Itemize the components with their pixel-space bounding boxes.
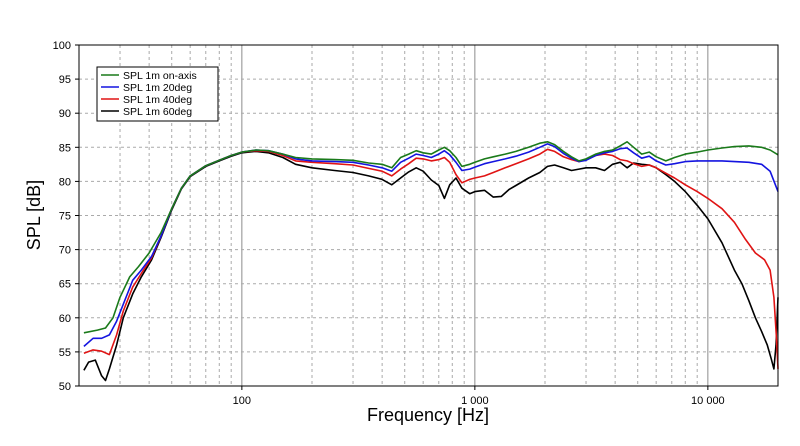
legend-label: SPL 1m on-axis [123, 70, 197, 82]
y-tick-label: 60 [59, 313, 71, 325]
y-axis-label: SPL [dB] [24, 180, 44, 250]
y-tick-label: 80 [59, 176, 71, 188]
y-tick-label: 55 [59, 347, 71, 359]
y-tick-label: 95 [59, 74, 71, 86]
y-tick-label: 85 [59, 142, 71, 154]
legend-label: SPL 1m 20deg [123, 82, 192, 94]
y-tick-label: 70 [59, 245, 71, 257]
y-tick-label: 50 [59, 381, 71, 393]
series-layer [83, 141, 779, 382]
series-line-0 [83, 141, 779, 334]
y-tick-label: 90 [59, 108, 71, 120]
y-tick-label: 75 [59, 211, 71, 223]
axis-ticks: 50 55 60 65 70 75 80 85 90 95 100 100 1 000 10 000 [53, 40, 725, 407]
x-axis-label: Frequency [Hz] [367, 405, 489, 425]
y-tick-label: 100 [53, 40, 71, 52]
legend-box [96, 66, 219, 122]
y-tick-label: 65 [59, 279, 71, 291]
legend-label: SPL 1m 60deg [123, 106, 192, 118]
x-tick-label: 100 [233, 395, 251, 407]
x-tick-label: 10 000 [691, 395, 725, 407]
legend-label: SPL 1m 40deg [123, 94, 192, 106]
x-tick-label: 1 000 [461, 395, 489, 407]
